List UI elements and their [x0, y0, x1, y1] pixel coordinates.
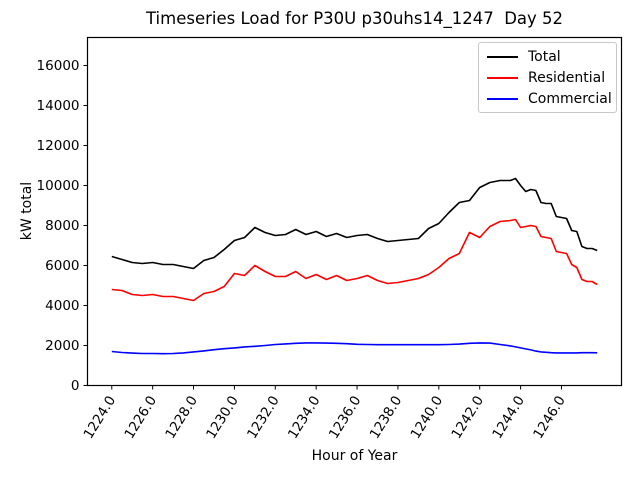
y-tick-label: 10000 — [37, 178, 80, 194]
legend-item-commercial: Commercial — [487, 89, 612, 109]
x-tick-label: 1246.0 — [530, 393, 569, 442]
y-axis-label: kW total — [19, 181, 35, 241]
legend-item-residential: Residential — [487, 68, 608, 88]
x-tick-label: 1232.0 — [244, 393, 283, 442]
y-tick-label: 0 — [71, 378, 80, 394]
series-line-residential — [111, 218, 598, 302]
x-tick-label: 1228.0 — [162, 393, 201, 442]
x-tick-label: 1238.0 — [367, 393, 406, 442]
plot-border — [86, 36, 623, 387]
series-line-total — [111, 177, 598, 270]
legend-label-residential: Residential — [528, 69, 606, 86]
y-tick-label: 2000 — [45, 338, 79, 354]
residential-line-swatch — [487, 76, 518, 79]
legend-label-commercial: Commercial — [528, 90, 612, 107]
legend-label-total: Total — [528, 48, 561, 65]
x-tick-label: 1224.0 — [81, 393, 120, 442]
x-tick-label: 1244.0 — [489, 393, 528, 442]
y-tick-label: 4000 — [45, 298, 79, 314]
x-axis-label: Hour of Year — [311, 448, 398, 464]
y-tick-label: 6000 — [45, 258, 79, 274]
legend-item-total: Total — [487, 47, 608, 67]
series-line-commercial — [111, 342, 598, 355]
x-tick-label: 1236.0 — [326, 393, 365, 442]
x-tick-label: 1226.0 — [121, 393, 160, 442]
x-tick-label: 1234.0 — [285, 393, 324, 442]
x-tick-label: 1230.0 — [203, 393, 242, 442]
chart-title: Timeseries Load for P30U p30uhs14_1247 D… — [145, 9, 564, 28]
y-tick-label: 12000 — [37, 138, 80, 154]
y-tick-label: 8000 — [45, 218, 79, 234]
x-tick-label: 1242.0 — [448, 393, 487, 442]
y-tick-label: 14000 — [37, 98, 80, 114]
y-tick-label: 16000 — [37, 58, 80, 74]
commercial-line-swatch — [487, 97, 518, 100]
total-line-swatch — [487, 55, 518, 58]
x-tick-label: 1240.0 — [408, 393, 447, 442]
legend: Total Residential Commercial — [478, 42, 617, 113]
